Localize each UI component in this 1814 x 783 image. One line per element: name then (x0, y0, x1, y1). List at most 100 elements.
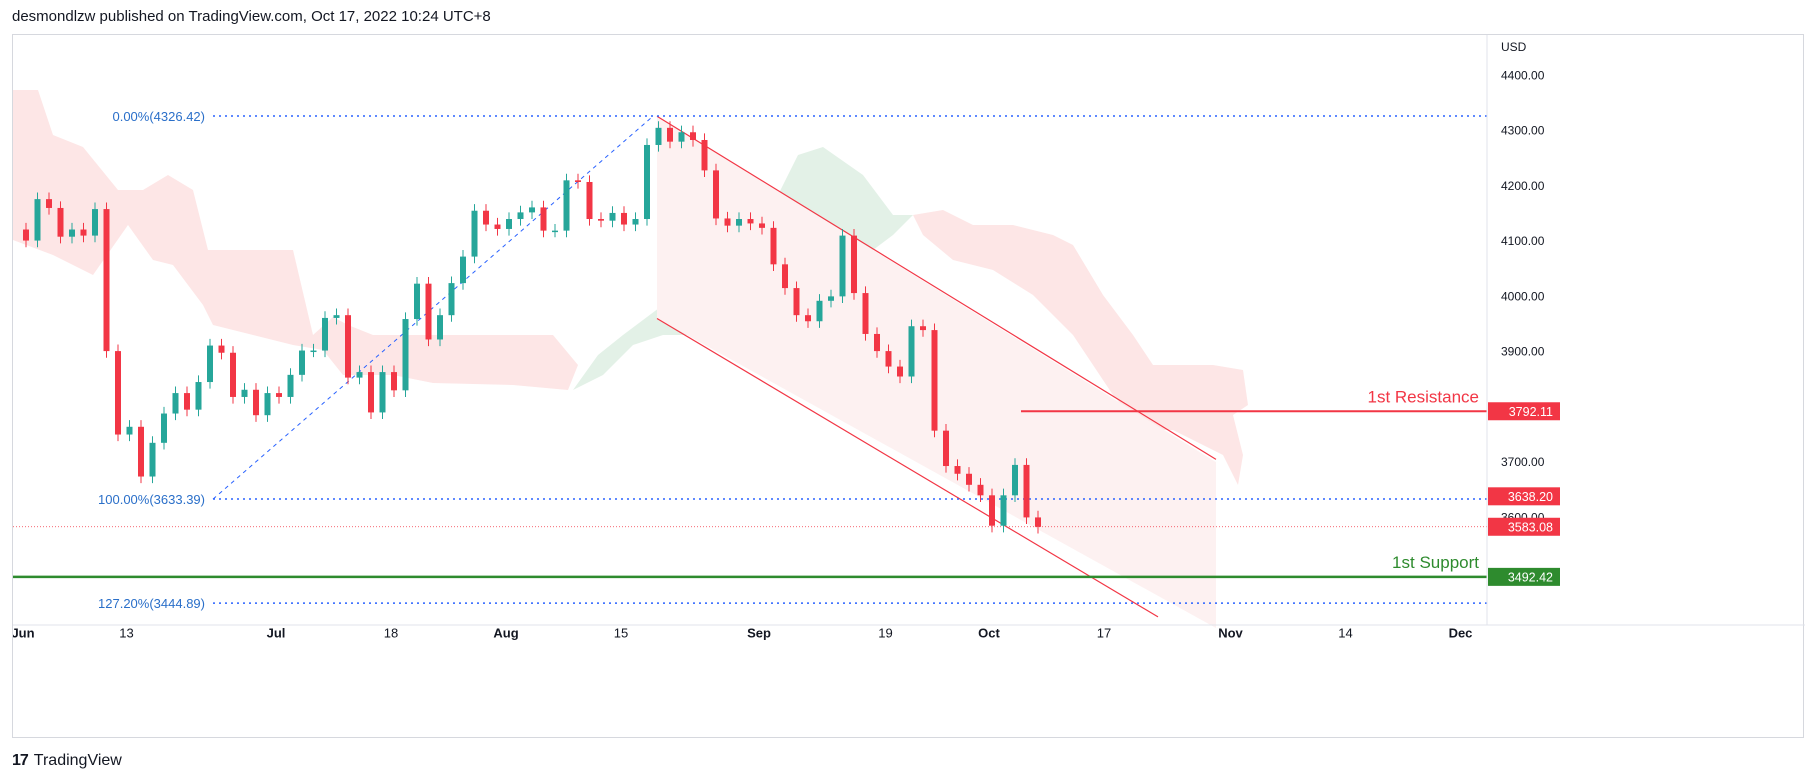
candle (598, 212, 604, 228)
price-tick-label: 4000.00 (1501, 289, 1545, 303)
candle-body (172, 393, 179, 414)
candle (414, 277, 420, 326)
candle (989, 488, 995, 533)
candle (207, 338, 213, 389)
currency-label: USD (1501, 40, 1527, 54)
support-price-tag-bg (1488, 567, 1560, 586)
price-tag: 3583.08 (1508, 520, 1553, 534)
candle (391, 365, 397, 397)
candle (310, 343, 317, 358)
chart-panel[interactable]: 0.00%(4326.42) 100.00%(3633.39) 127.20%(34… (12, 34, 1805, 739)
candle (805, 308, 811, 328)
candle (276, 386, 282, 404)
time-tick-label: Dec (1449, 626, 1473, 641)
candle (92, 202, 98, 243)
candle-body (931, 330, 938, 431)
candle (448, 276, 455, 322)
candle (172, 386, 179, 421)
candle-body (793, 288, 800, 316)
candle-body (862, 293, 869, 334)
candle-body (885, 351, 892, 367)
candle-body (92, 209, 98, 236)
candle-body (839, 235, 846, 297)
candle-body (816, 300, 823, 322)
candle (356, 365, 363, 385)
candle (103, 202, 110, 358)
candle (184, 386, 190, 417)
candle (908, 319, 915, 384)
candle (379, 365, 386, 420)
time-axis[interactable]: Jun 13 Jul 18 Aug 15 Sep 19 Oct 17 Nov 14 Dec (13, 624, 1805, 641)
channel-upper-line (656, 115, 1217, 460)
price-chart[interactable]: 0.00%(4326.42) 100.00%(3633.39) 127.20%(34… (13, 35, 1805, 739)
candle (609, 206, 616, 228)
candle-body (230, 352, 236, 397)
time-tick-label: Aug (493, 626, 518, 641)
time-tick-label: Sep (747, 626, 771, 641)
candle-body (299, 350, 305, 375)
candle (931, 323, 938, 438)
candle (333, 308, 340, 325)
fib-level-label: 127.20%(3444.89) (98, 596, 205, 611)
fib-level-label: 100.00%(3633.39) (98, 492, 205, 507)
candle-body (609, 212, 616, 221)
candle (885, 344, 892, 374)
time-tick-label: 14 (1338, 626, 1352, 641)
candle-body (23, 229, 29, 241)
candle-body (770, 227, 777, 265)
candle-body (241, 389, 248, 397)
candle-body (34, 199, 41, 241)
candle-body (149, 442, 156, 477)
price-tick-label: 3900.00 (1501, 345, 1545, 359)
candle (943, 424, 949, 473)
candle (1023, 458, 1030, 525)
candle (793, 281, 800, 322)
candle (540, 200, 547, 238)
resistance-price-tag: 3792.11 (1509, 405, 1553, 419)
channel-lower-line (656, 317, 1159, 618)
candle-body (345, 315, 351, 378)
candle-body (632, 219, 639, 225)
candle-body (908, 326, 915, 377)
candle (954, 459, 961, 481)
candle-body (115, 351, 121, 435)
candle (897, 359, 903, 384)
candle-body (954, 466, 961, 474)
candle (839, 228, 846, 304)
candle-body (563, 180, 570, 231)
candle-body (379, 372, 386, 413)
candle-body (391, 372, 397, 391)
candle-body (414, 283, 420, 320)
candle (621, 206, 627, 232)
candle (57, 201, 64, 244)
price-axis[interactable]: USD 4400.00 4300.00 4200.00 4100.00 4000.00 39… (1486, 35, 1560, 625)
candle (23, 222, 29, 248)
price-tick-label: 4400.00 (1501, 68, 1545, 82)
candle-body (517, 212, 524, 220)
candle-body (736, 219, 742, 226)
candle-body (264, 393, 271, 416)
candle (149, 436, 156, 484)
price-tag: 3638.20 (1508, 490, 1553, 504)
candle-body (678, 132, 685, 142)
candlesticks[interactable] (23, 121, 1041, 534)
candle (437, 308, 443, 347)
candle (828, 289, 834, 308)
candle (724, 211, 731, 233)
candle-body (207, 345, 213, 383)
tradingview-logo[interactable]: 17 TradingView (12, 752, 122, 770)
candle-body (552, 230, 558, 233)
candle (471, 204, 478, 264)
candle (402, 312, 409, 397)
candle (34, 192, 41, 248)
candle-body (448, 283, 455, 316)
candle-body (1023, 464, 1030, 518)
candle-body (368, 372, 374, 413)
candle-body (402, 319, 409, 391)
candle-body (540, 207, 547, 231)
candle (322, 311, 328, 358)
candle-body (805, 315, 811, 322)
candle-body (828, 296, 834, 301)
candle-body (966, 473, 972, 485)
candle-body (943, 430, 949, 467)
